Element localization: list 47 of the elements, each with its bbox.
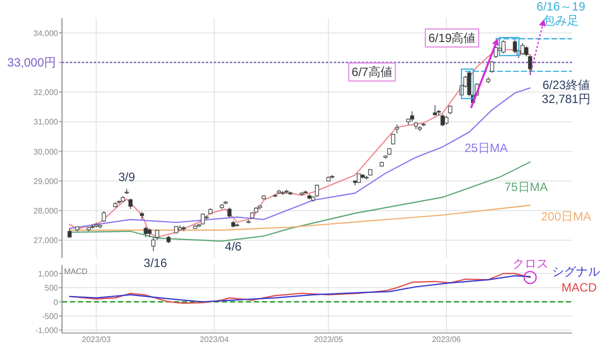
- line-series: [69, 161, 531, 242]
- y-tick-label: 32,000: [34, 88, 59, 98]
- x-tick-label: 2023/05: [314, 335, 344, 344]
- y-tick-label: 34,000: [34, 28, 59, 38]
- y-tick-label: 31,000: [34, 118, 59, 127]
- candlestick: [432, 104, 438, 116]
- annotation: クロス: [512, 256, 549, 270]
- candlestick: [512, 39, 517, 54]
- series-label: シグナル: [552, 264, 600, 279]
- annotation: 6/7高値: [352, 65, 392, 79]
- text: MACD: [561, 280, 598, 294]
- candlestick: [314, 184, 320, 198]
- candlestick: [128, 198, 133, 210]
- y-tick-label: 0: [54, 298, 59, 307]
- y-tick-label: -500: [42, 312, 59, 321]
- candlestick: [227, 207, 232, 218]
- y-axis-title: MACD: [64, 267, 88, 276]
- annotation: 4/6: [224, 239, 242, 254]
- candlestick: [394, 124, 399, 134]
- y-tick-label: 29,000: [34, 176, 59, 186]
- ref-line-label: 33,000円: [7, 55, 56, 70]
- candlestick: [490, 60, 494, 74]
- annotation: 3/9: [118, 170, 136, 184]
- y-tick-label: 1,000: [38, 270, 59, 278]
- candlestick: [410, 110, 414, 122]
- annotation: 6/16～19 包み足: [536, 0, 586, 28]
- x-tick-label: 2023/03: [82, 335, 112, 344]
- series-label: 75日MA: [504, 180, 548, 194]
- x-tick-label: 2023/04: [200, 335, 230, 344]
- y-tick-label: 500: [44, 284, 59, 293]
- y-tick-label: 27,000: [34, 236, 59, 246]
- y-tick-label: 30,000: [34, 147, 59, 156]
- line-series: [69, 87, 531, 229]
- candlestick: [200, 213, 205, 225]
- candlestick: [501, 40, 506, 54]
- x-tick-label: 2023/06: [432, 335, 462, 344]
- y-tick-label: -1,000: [35, 326, 59, 336]
- candlestick: [102, 210, 106, 223]
- series-label: 200日MA: [541, 209, 592, 224]
- candlestick: [440, 114, 445, 127]
- candlestick: [520, 42, 525, 56]
- candlestick: [144, 226, 148, 238]
- annotation: 6/23終値 32,781円: [542, 78, 590, 106]
- annotation: 6/19高値: [428, 31, 476, 45]
- annotation: 3/16: [144, 256, 168, 270]
- series-label: 25日MA: [464, 140, 508, 155]
- y-tick-label: 28,000: [34, 206, 59, 216]
